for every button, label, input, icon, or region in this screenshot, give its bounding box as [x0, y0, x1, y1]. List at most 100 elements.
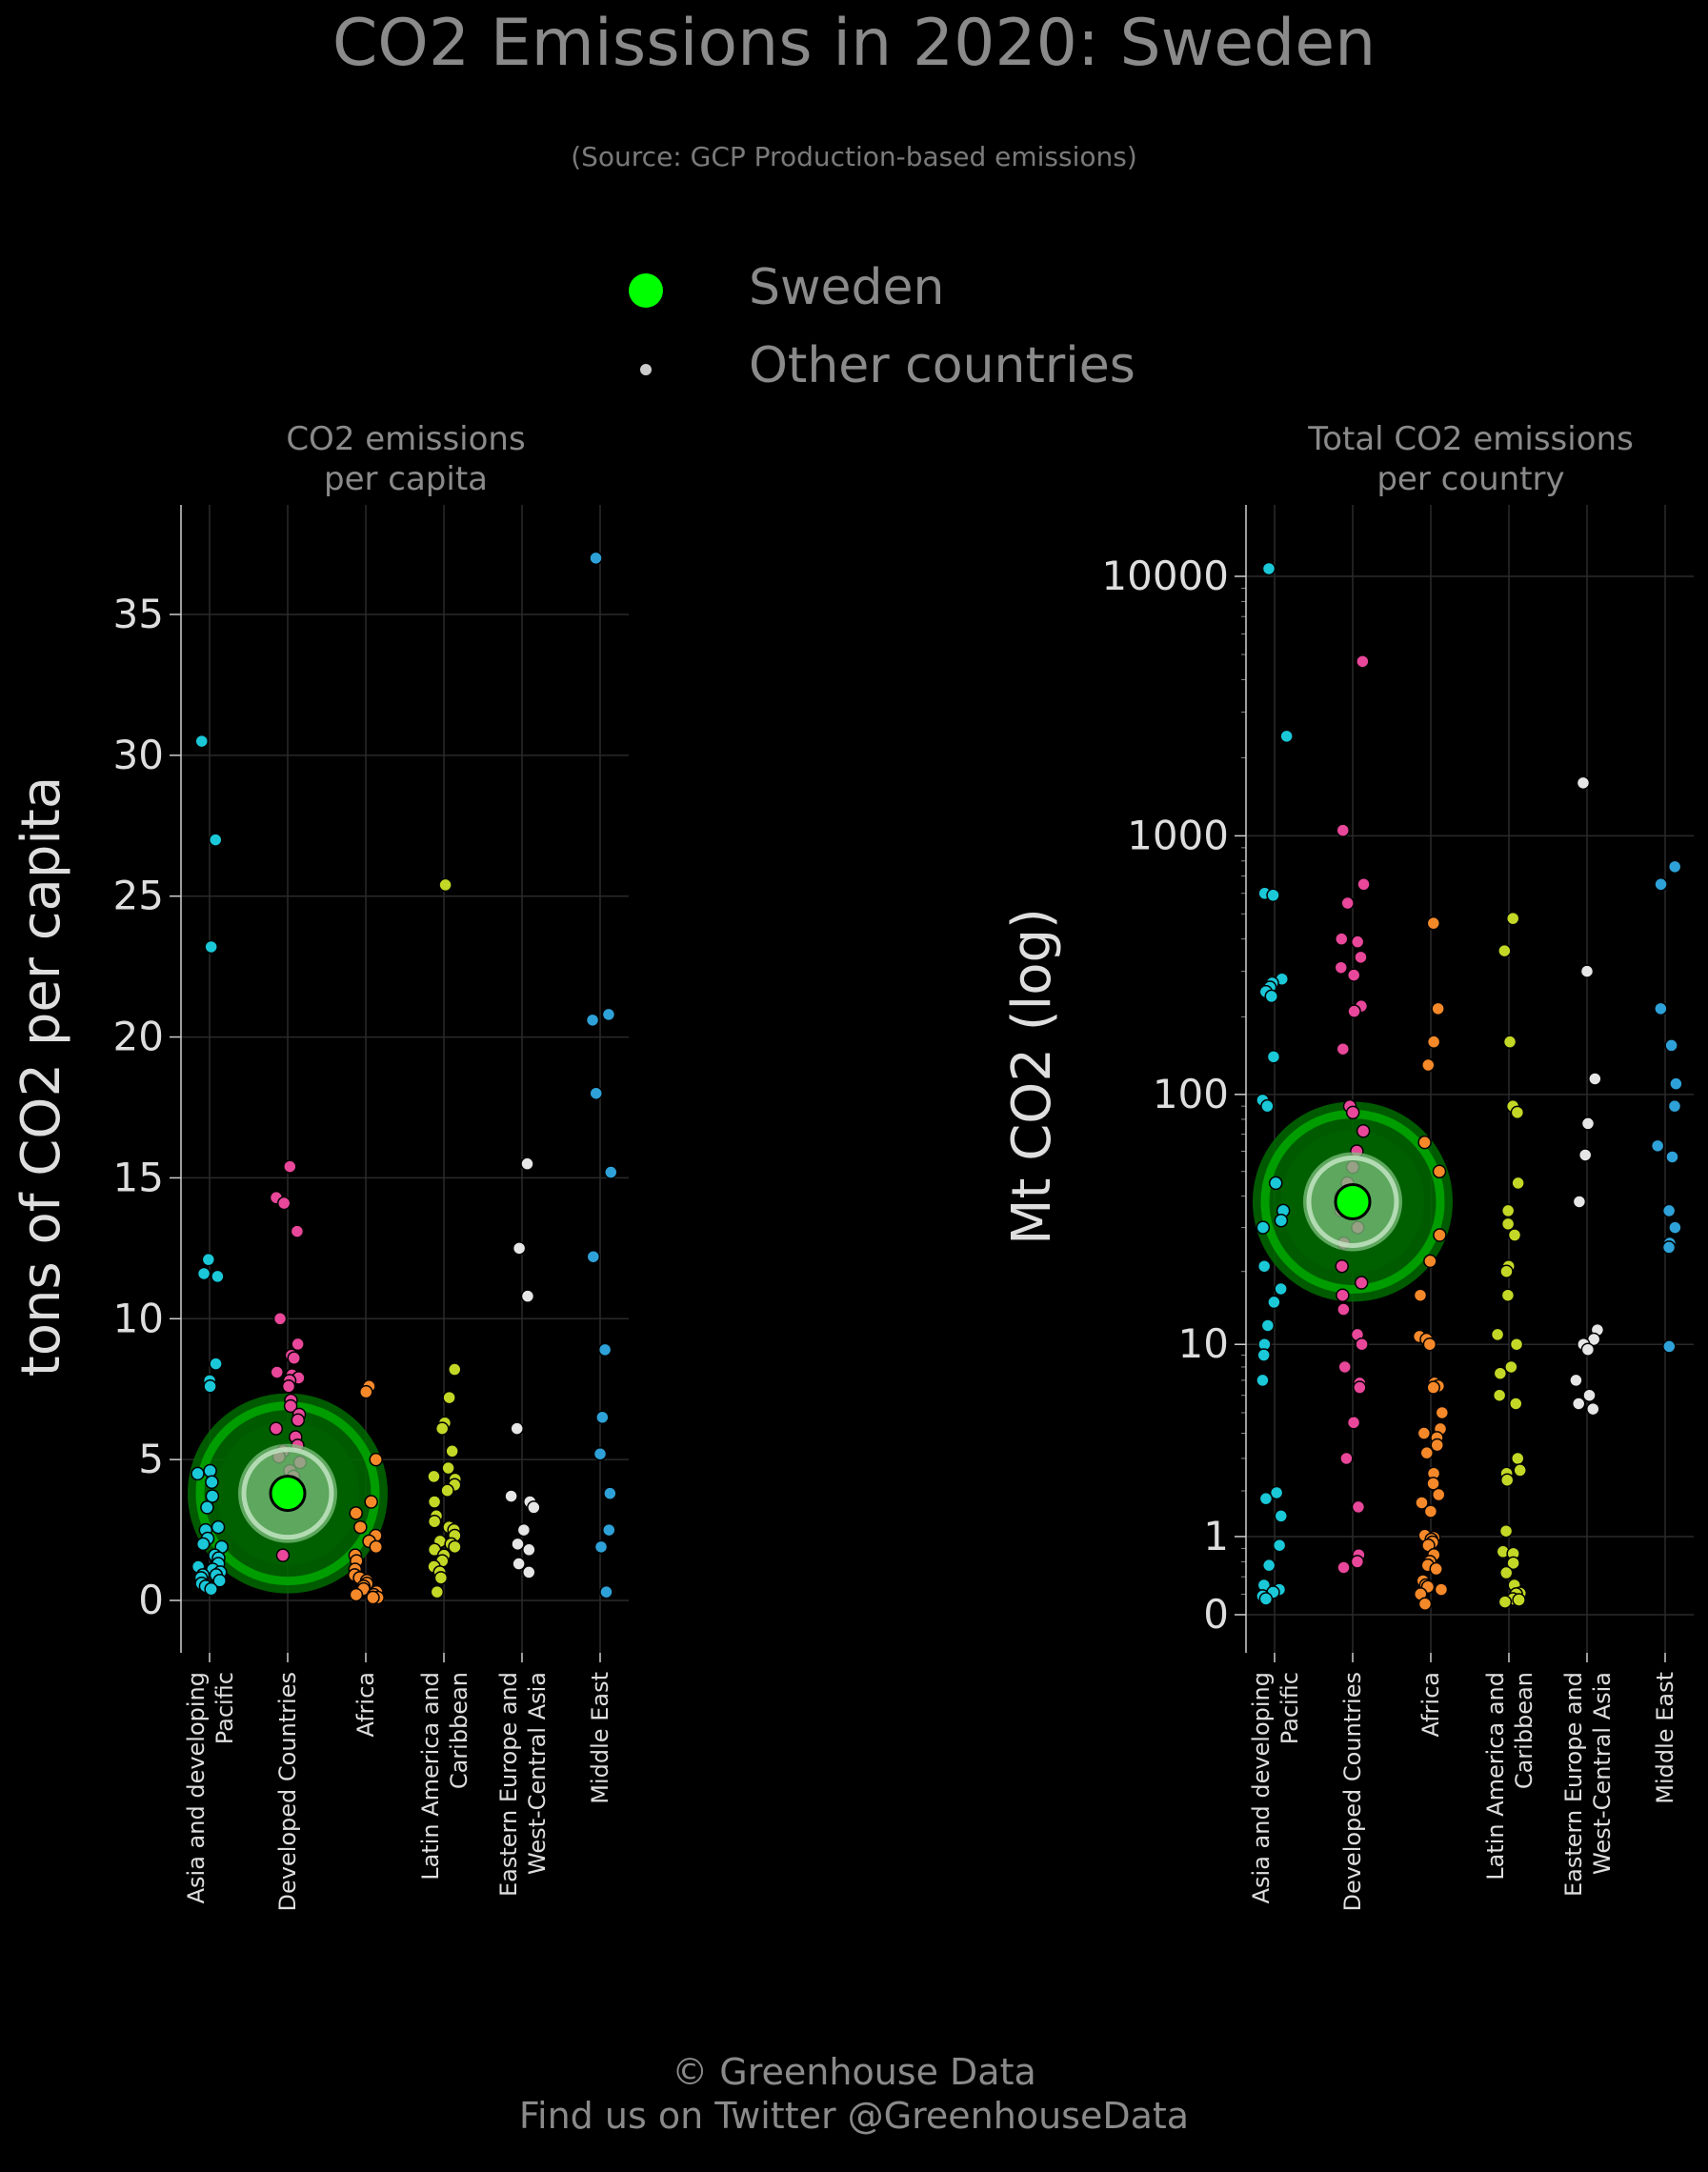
data-point	[1431, 1001, 1445, 1016]
data-point	[1355, 1337, 1369, 1352]
data-point	[1336, 1560, 1351, 1575]
x-tick-label: Asia and developingPacific	[1248, 1672, 1303, 1903]
data-point	[445, 1444, 459, 1458]
x-tick-label-line: Asia and developing	[1248, 1672, 1275, 1903]
data-point	[510, 1421, 524, 1436]
data-point	[589, 551, 603, 566]
data-point	[593, 1539, 609, 1555]
data-point	[1511, 1451, 1525, 1466]
data-point	[585, 1013, 600, 1028]
chart-title: CO2 Emissions in 2020: Sweden	[332, 6, 1376, 81]
x-tick-label-line: Pacific	[1276, 1672, 1303, 1744]
data-point	[283, 1398, 298, 1414]
data-point	[1350, 1555, 1365, 1569]
data-point	[1264, 989, 1279, 1004]
data-point	[359, 1384, 373, 1399]
data-point	[1256, 1258, 1272, 1274]
data-point	[366, 1590, 380, 1605]
legend-markers	[629, 273, 663, 377]
y-tick-label: 1000	[1127, 812, 1229, 858]
data-point	[1667, 859, 1682, 875]
data-point	[281, 1379, 296, 1394]
data-point	[1426, 1477, 1440, 1491]
data-point	[448, 1362, 462, 1377]
data-point	[427, 1495, 442, 1509]
data-point	[1509, 1337, 1524, 1352]
data-point	[1580, 1116, 1596, 1131]
data-point	[1511, 1176, 1525, 1191]
data-point	[1576, 775, 1591, 791]
data-point	[1350, 935, 1365, 949]
data-point	[269, 1421, 284, 1436]
x-tick-label: Latin America andCaribbean	[417, 1672, 472, 1880]
y-tick-label: 15	[113, 1154, 164, 1200]
data-point	[1337, 1359, 1352, 1375]
y-tick-label: 30	[113, 732, 164, 778]
data-point	[516, 1522, 532, 1538]
x-tick-label-line: West-Central Asia	[524, 1672, 551, 1875]
y-axis-title: Mt CO2 (log)	[1001, 908, 1063, 1245]
data-point	[1513, 1463, 1527, 1478]
data-point	[1662, 1339, 1677, 1354]
data-point	[1430, 1438, 1444, 1453]
data-point	[208, 833, 223, 847]
y-axis-title: tons of CO2 per capita	[10, 776, 72, 1377]
data-point	[200, 1500, 214, 1515]
data-point	[1661, 1240, 1677, 1255]
data-point	[430, 1584, 445, 1599]
data-point	[1502, 1035, 1517, 1049]
data-point	[287, 1351, 301, 1365]
data-point	[604, 1165, 618, 1179]
y-tick-label: 10	[1178, 1320, 1229, 1367]
data-point	[1579, 964, 1595, 978]
data-point	[369, 1539, 384, 1555]
data-point	[1266, 1050, 1281, 1064]
data-point	[1504, 1359, 1518, 1375]
data-point	[1426, 1380, 1440, 1395]
y-tick-label: 10	[113, 1295, 164, 1341]
data-point	[196, 1266, 211, 1281]
data-point	[1354, 950, 1368, 965]
x-tick-label-line: Latin America and	[1482, 1672, 1509, 1880]
data-point	[349, 1587, 364, 1602]
data-point	[1266, 888, 1280, 903]
x-tick-label-line: Eastern Europe and	[1560, 1672, 1587, 1897]
data-point	[1340, 895, 1355, 911]
data-point	[1335, 1258, 1349, 1274]
data-point	[270, 1365, 285, 1379]
data-point	[1356, 1124, 1371, 1138]
data-point	[597, 1342, 613, 1358]
data-point	[427, 1469, 441, 1484]
y-tick-label: 100	[1153, 1071, 1229, 1117]
chart-subtitle: (Source: GCP Production-based emissions)	[571, 141, 1137, 172]
highlight-point-sweden	[269, 1475, 307, 1513]
data-point	[1417, 1135, 1432, 1150]
data-point	[1335, 932, 1349, 946]
data-point	[1356, 654, 1370, 669]
data-point	[448, 1539, 462, 1555]
data-point	[1506, 1556, 1520, 1571]
data-point	[1415, 1496, 1429, 1510]
data-point	[504, 1489, 518, 1503]
data-point	[1650, 1138, 1665, 1154]
data-point	[1433, 1228, 1447, 1242]
y-tick-label: 0	[1203, 1591, 1229, 1638]
data-point	[602, 1522, 616, 1538]
data-point	[1509, 1397, 1523, 1411]
x-tick-label: Eastern Europe andWest-Central Asia	[495, 1672, 551, 1897]
data-point	[434, 1421, 450, 1436]
data-point	[603, 1486, 617, 1500]
data-point	[1664, 1038, 1678, 1053]
data-point	[522, 1542, 536, 1558]
data-point	[290, 1224, 305, 1238]
x-tick-label-line: West-Central Asia	[1589, 1672, 1616, 1875]
data-point	[275, 1548, 291, 1562]
data-point	[1505, 911, 1520, 926]
x-tick-label: Middle East	[587, 1672, 613, 1804]
data-point	[1334, 960, 1349, 975]
data-point	[191, 1466, 205, 1481]
data-point	[1274, 1213, 1289, 1228]
data-point	[1429, 1561, 1443, 1577]
data-point	[291, 1337, 305, 1352]
